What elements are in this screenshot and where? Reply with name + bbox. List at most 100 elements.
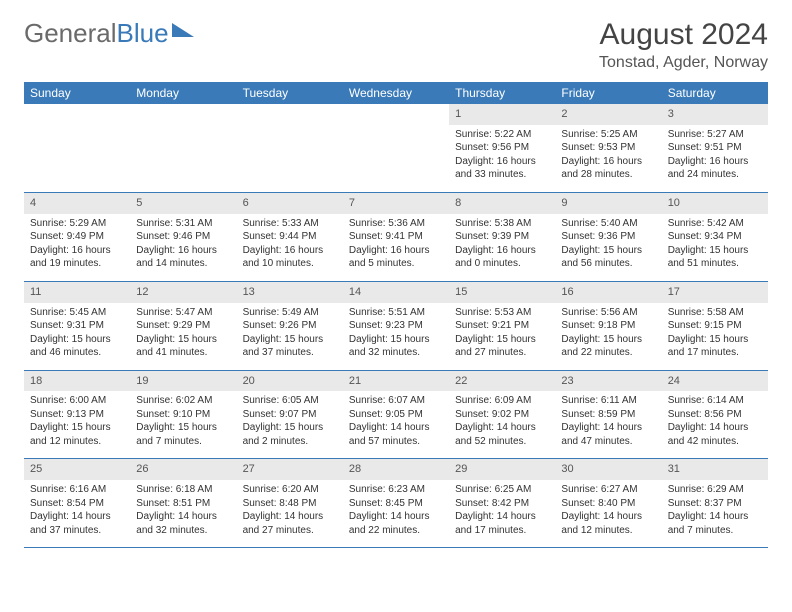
- day-body: Sunrise: 5:56 AMSunset: 9:18 PMDaylight:…: [555, 303, 661, 370]
- daylight-text: Daylight: 14 hours and 22 minutes.: [349, 510, 443, 537]
- daylight-text: Daylight: 14 hours and 12 minutes.: [561, 510, 655, 537]
- day-number: 14: [343, 282, 449, 303]
- page-header: GeneralBlue August 2024 Tonstad, Agder, …: [24, 18, 768, 72]
- calendar-day-cell: 21Sunrise: 6:07 AMSunset: 9:05 PMDayligh…: [343, 370, 449, 459]
- daylight-text: Daylight: 14 hours and 32 minutes.: [136, 510, 230, 537]
- calendar-day-cell: 18Sunrise: 6:00 AMSunset: 9:13 PMDayligh…: [24, 370, 130, 459]
- day-number: 18: [24, 371, 130, 392]
- sunrise-text: Sunrise: 5:53 AM: [455, 306, 549, 320]
- calendar-day-cell: 23Sunrise: 6:11 AMSunset: 8:59 PMDayligh…: [555, 370, 661, 459]
- calendar-day-cell: 2Sunrise: 5:25 AMSunset: 9:53 PMDaylight…: [555, 104, 661, 192]
- day-body: Sunrise: 5:51 AMSunset: 9:23 PMDaylight:…: [343, 303, 449, 370]
- sunset-text: Sunset: 9:05 PM: [349, 408, 443, 422]
- calendar-day-cell: 20Sunrise: 6:05 AMSunset: 9:07 PMDayligh…: [237, 370, 343, 459]
- day-body: Sunrise: 5:33 AMSunset: 9:44 PMDaylight:…: [237, 214, 343, 281]
- sunrise-text: Sunrise: 6:29 AM: [668, 483, 762, 497]
- sunset-text: Sunset: 8:42 PM: [455, 497, 549, 511]
- day-body: Sunrise: 5:49 AMSunset: 9:26 PMDaylight:…: [237, 303, 343, 370]
- sunset-text: Sunset: 9:44 PM: [243, 230, 337, 244]
- day-number: 25: [24, 459, 130, 480]
- sunrise-text: Sunrise: 6:25 AM: [455, 483, 549, 497]
- daylight-text: Daylight: 16 hours and 33 minutes.: [455, 155, 549, 182]
- sunset-text: Sunset: 9:10 PM: [136, 408, 230, 422]
- calendar-day-cell: 27Sunrise: 6:20 AMSunset: 8:48 PMDayligh…: [237, 459, 343, 548]
- sunrise-text: Sunrise: 5:45 AM: [30, 306, 124, 320]
- sunset-text: Sunset: 8:45 PM: [349, 497, 443, 511]
- day-body: Sunrise: 5:25 AMSunset: 9:53 PMDaylight:…: [555, 125, 661, 192]
- brand-triangle-icon: [172, 23, 194, 37]
- day-number: 5: [130, 193, 236, 214]
- calendar-day-cell: 25Sunrise: 6:16 AMSunset: 8:54 PMDayligh…: [24, 459, 130, 548]
- day-number: 20: [237, 371, 343, 392]
- day-body: Sunrise: 6:18 AMSunset: 8:51 PMDaylight:…: [130, 480, 236, 547]
- sunrise-text: Sunrise: 6:23 AM: [349, 483, 443, 497]
- day-number: 24: [662, 371, 768, 392]
- calendar-week-row: ....1Sunrise: 5:22 AMSunset: 9:56 PMDayl…: [24, 104, 768, 192]
- weekday-header: Friday: [555, 82, 661, 104]
- day-number: 1: [449, 104, 555, 125]
- sunset-text: Sunset: 9:39 PM: [455, 230, 549, 244]
- daylight-text: Daylight: 14 hours and 57 minutes.: [349, 421, 443, 448]
- sunrise-text: Sunrise: 6:11 AM: [561, 394, 655, 408]
- day-number: 12: [130, 282, 236, 303]
- sunset-text: Sunset: 9:56 PM: [455, 141, 549, 155]
- brand-part2: Blue: [117, 18, 169, 49]
- day-body: Sunrise: 6:29 AMSunset: 8:37 PMDaylight:…: [662, 480, 768, 547]
- sunrise-text: Sunrise: 6:20 AM: [243, 483, 337, 497]
- calendar-header-row: SundayMondayTuesdayWednesdayThursdayFrid…: [24, 82, 768, 104]
- weekday-header: Thursday: [449, 82, 555, 104]
- sunset-text: Sunset: 9:49 PM: [30, 230, 124, 244]
- sunrise-text: Sunrise: 5:27 AM: [668, 128, 762, 142]
- day-body: Sunrise: 5:22 AMSunset: 9:56 PMDaylight:…: [449, 125, 555, 192]
- calendar-day-cell: 1Sunrise: 5:22 AMSunset: 9:56 PMDaylight…: [449, 104, 555, 192]
- sunrise-text: Sunrise: 5:22 AM: [455, 128, 549, 142]
- daylight-text: Daylight: 14 hours and 47 minutes.: [561, 421, 655, 448]
- daylight-text: Daylight: 16 hours and 10 minutes.: [243, 244, 337, 271]
- calendar-day-cell: .: [343, 104, 449, 192]
- sunset-text: Sunset: 9:02 PM: [455, 408, 549, 422]
- day-body: Sunrise: 6:09 AMSunset: 9:02 PMDaylight:…: [449, 391, 555, 458]
- daylight-text: Daylight: 14 hours and 42 minutes.: [668, 421, 762, 448]
- calendar-day-cell: 11Sunrise: 5:45 AMSunset: 9:31 PMDayligh…: [24, 281, 130, 370]
- sunrise-text: Sunrise: 5:40 AM: [561, 217, 655, 231]
- daylight-text: Daylight: 15 hours and 7 minutes.: [136, 421, 230, 448]
- day-number: 6: [237, 193, 343, 214]
- day-body: Sunrise: 5:29 AMSunset: 9:49 PMDaylight:…: [24, 214, 130, 281]
- calendar-day-cell: 13Sunrise: 5:49 AMSunset: 9:26 PMDayligh…: [237, 281, 343, 370]
- location-subtitle: Tonstad, Agder, Norway: [599, 54, 768, 72]
- weekday-header: Wednesday: [343, 82, 449, 104]
- calendar-week-row: 4Sunrise: 5:29 AMSunset: 9:49 PMDaylight…: [24, 192, 768, 281]
- sunrise-text: Sunrise: 5:49 AM: [243, 306, 337, 320]
- day-number: 7: [343, 193, 449, 214]
- sunrise-text: Sunrise: 5:25 AM: [561, 128, 655, 142]
- sunrise-text: Sunrise: 5:56 AM: [561, 306, 655, 320]
- daylight-text: Daylight: 15 hours and 2 minutes.: [243, 421, 337, 448]
- daylight-text: Daylight: 15 hours and 56 minutes.: [561, 244, 655, 271]
- sunset-text: Sunset: 9:15 PM: [668, 319, 762, 333]
- sunset-text: Sunset: 9:51 PM: [668, 141, 762, 155]
- sunset-text: Sunset: 9:26 PM: [243, 319, 337, 333]
- day-number: 15: [449, 282, 555, 303]
- day-number: 4: [24, 193, 130, 214]
- calendar-day-cell: 26Sunrise: 6:18 AMSunset: 8:51 PMDayligh…: [130, 459, 236, 548]
- day-number: 26: [130, 459, 236, 480]
- day-number: 21: [343, 371, 449, 392]
- sunrise-text: Sunrise: 5:47 AM: [136, 306, 230, 320]
- calendar-day-cell: 19Sunrise: 6:02 AMSunset: 9:10 PMDayligh…: [130, 370, 236, 459]
- weekday-header: Monday: [130, 82, 236, 104]
- sunrise-text: Sunrise: 5:51 AM: [349, 306, 443, 320]
- daylight-text: Daylight: 15 hours and 41 minutes.: [136, 333, 230, 360]
- sunset-text: Sunset: 8:37 PM: [668, 497, 762, 511]
- day-body: Sunrise: 5:47 AMSunset: 9:29 PMDaylight:…: [130, 303, 236, 370]
- sunset-text: Sunset: 9:23 PM: [349, 319, 443, 333]
- day-body: Sunrise: 6:00 AMSunset: 9:13 PMDaylight:…: [24, 391, 130, 458]
- sunset-text: Sunset: 8:54 PM: [30, 497, 124, 511]
- daylight-text: Daylight: 14 hours and 7 minutes.: [668, 510, 762, 537]
- sunrise-text: Sunrise: 5:36 AM: [349, 217, 443, 231]
- day-body: Sunrise: 6:27 AMSunset: 8:40 PMDaylight:…: [555, 480, 661, 547]
- daylight-text: Daylight: 14 hours and 52 minutes.: [455, 421, 549, 448]
- sunset-text: Sunset: 8:40 PM: [561, 497, 655, 511]
- calendar-day-cell: 22Sunrise: 6:09 AMSunset: 9:02 PMDayligh…: [449, 370, 555, 459]
- calendar-day-cell: 14Sunrise: 5:51 AMSunset: 9:23 PMDayligh…: [343, 281, 449, 370]
- day-number: 16: [555, 282, 661, 303]
